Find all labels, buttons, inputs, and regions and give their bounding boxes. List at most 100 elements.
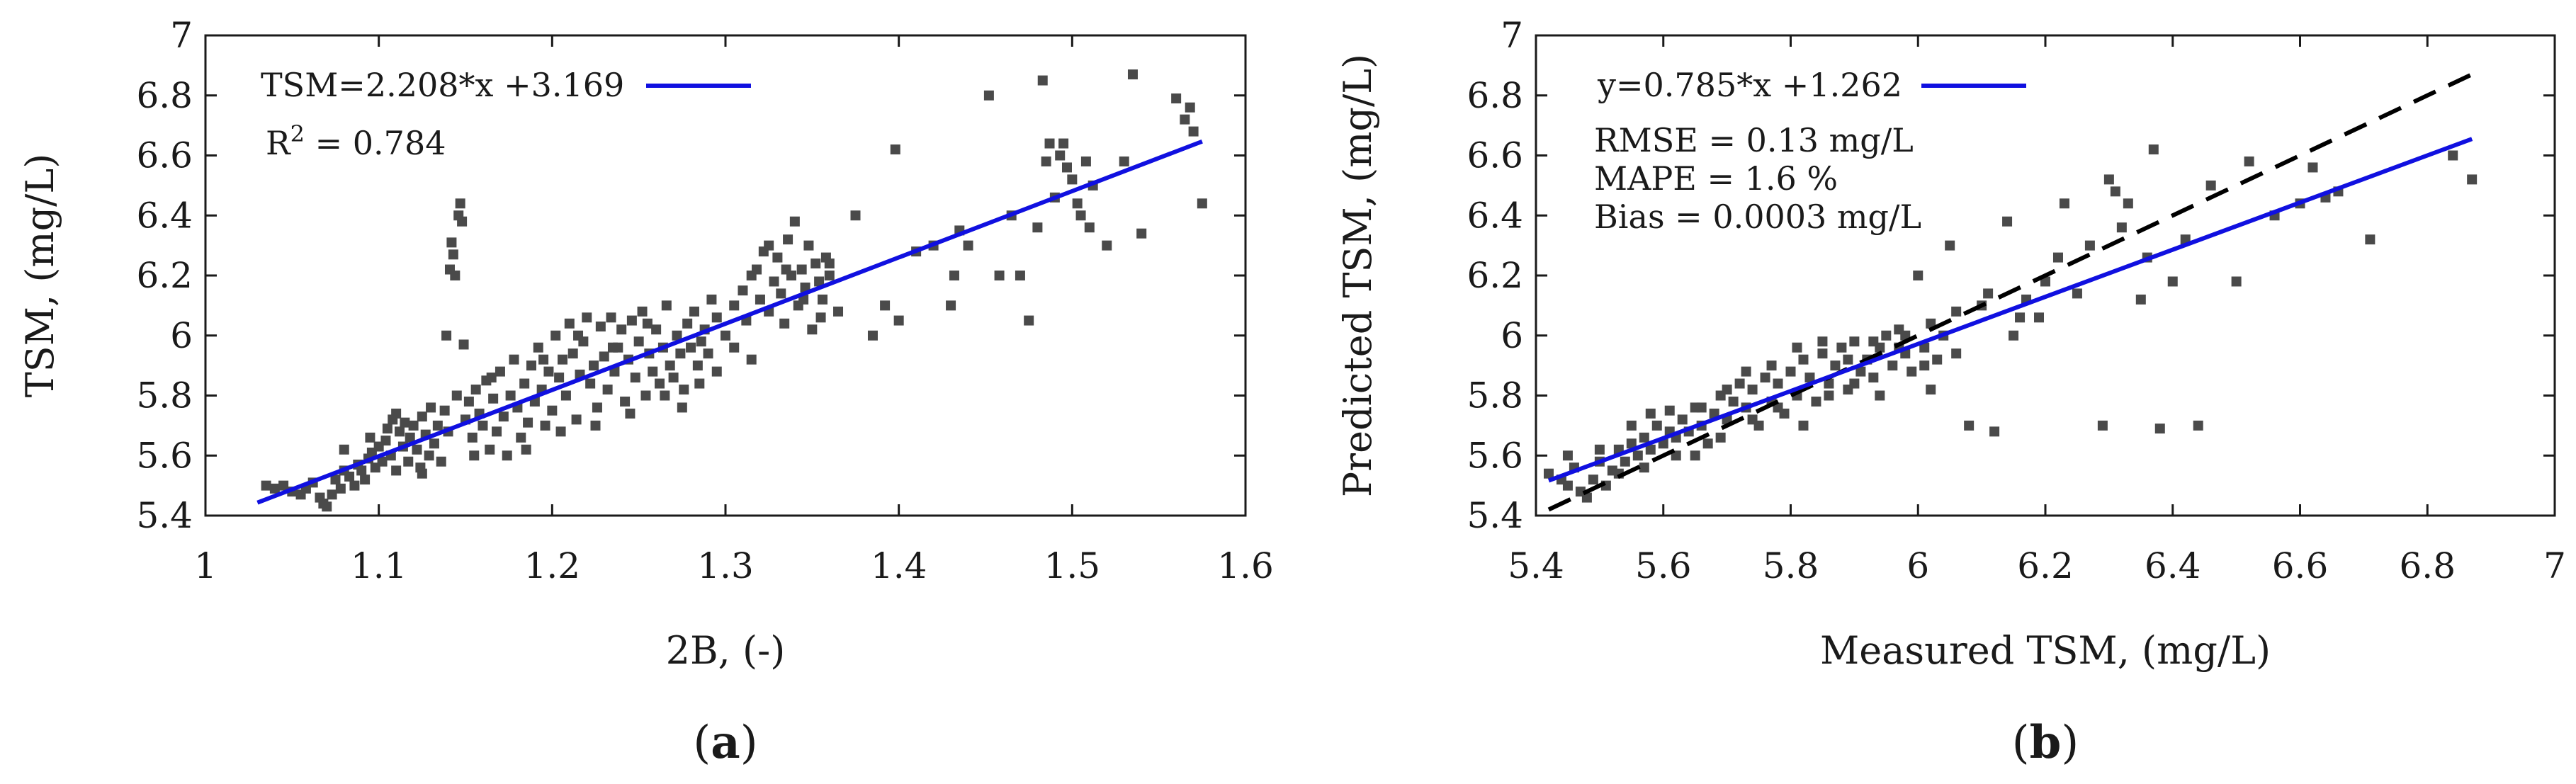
panel-a-y-axis-label: TSM, (mg/L) xyxy=(18,154,62,398)
panel-a-point xyxy=(448,249,458,260)
panel-b-y-ticks: 5.4 5.6 5.8 6 6.2 6.4 6.6 6.8 7 xyxy=(1467,15,2555,536)
panel-a-point xyxy=(655,378,665,389)
panel-a-point xyxy=(1136,228,1147,239)
panel-b-point xyxy=(1792,342,1802,353)
panel-b-point xyxy=(2148,144,2159,155)
panel-b-y-tick-label: 7 xyxy=(1501,15,1523,56)
panel-a-point xyxy=(630,373,640,383)
panel-a-x-tick-label: 1.2 xyxy=(524,545,581,586)
panel-a-point xyxy=(356,465,367,476)
panel-b-x-tick-label: 5.8 xyxy=(1763,545,1819,586)
panel-a-point xyxy=(1044,138,1055,149)
panel-a-point xyxy=(417,411,427,422)
panel-a-point xyxy=(810,259,821,269)
panel-b-point xyxy=(1543,468,1554,479)
panel-a-point xyxy=(330,475,341,485)
panel-a-point xyxy=(833,306,844,317)
panel-a-point xyxy=(994,271,1005,280)
panel-b-point xyxy=(2009,330,2019,341)
panel-a-point xyxy=(327,489,337,500)
panel-a-point xyxy=(686,342,696,353)
panel-a-point xyxy=(469,450,480,461)
panel-a-point xyxy=(533,342,543,353)
panel-a-point xyxy=(668,373,679,383)
panel-b-chart: 5.4 5.6 5.8 6 6.2 6.4 6.6 6.8 7 5.4 5.6 5.8 6 6.2 6.4… xyxy=(1335,15,2566,769)
panel-a-point xyxy=(426,402,436,413)
panel-a-point xyxy=(450,271,461,280)
panel-b-panel-label: (b) xyxy=(2012,716,2079,769)
panel-a-point xyxy=(783,234,793,245)
panel-a-point xyxy=(523,417,533,428)
panel-a-point xyxy=(405,432,415,443)
panel-b-point xyxy=(1760,373,1770,383)
panel-a-point xyxy=(721,330,730,341)
panel-a-point xyxy=(665,360,675,371)
panel-b-point xyxy=(2307,162,2318,173)
panel-b-point xyxy=(2193,420,2203,431)
panel-a-point xyxy=(391,465,402,476)
panel-b-x-tick-label: 5.6 xyxy=(1635,545,1692,586)
panel-a-point xyxy=(880,300,891,311)
panel-a-point xyxy=(457,216,468,227)
panel-a-point xyxy=(661,300,672,311)
panel-a-point xyxy=(789,216,800,227)
panel-a-point xyxy=(983,90,994,101)
panel-a-point xyxy=(1075,210,1086,221)
panel-a-point xyxy=(395,426,405,437)
panel-a-point xyxy=(626,315,637,326)
panel-b-point xyxy=(1868,373,1879,383)
panel-a-y-tick-label: 6.8 xyxy=(136,75,193,116)
panel-a-point xyxy=(824,271,835,280)
panel-a-point xyxy=(558,354,568,365)
panel-a-point xyxy=(555,426,566,437)
panel-a-point xyxy=(807,324,818,335)
panel-a-point xyxy=(633,336,644,347)
panel-b-point xyxy=(2231,276,2242,287)
panel-a-point xyxy=(803,240,814,251)
panel-b-point xyxy=(1747,385,1758,395)
panel-a-chart: 1 1.1 1.2 1.3 1.4 1.5 1.6 5.4 5.6 5.8 6 6.2 6.4 6.6 6… xyxy=(18,15,1274,769)
panel-b-y-tick-label: 5.8 xyxy=(1467,375,1523,416)
panel-a-plot-frame xyxy=(204,34,1247,517)
panel-a-point xyxy=(1024,315,1034,326)
panel-b-point xyxy=(1964,420,1975,431)
panel-b-point xyxy=(1773,378,1783,389)
panel-a-point xyxy=(1185,102,1195,113)
panel-b-point xyxy=(1741,366,1751,377)
panel-a-point xyxy=(436,456,446,467)
panel-a-y-tick-label: 5.6 xyxy=(136,435,193,476)
panel-b-point xyxy=(2365,234,2376,245)
panel-a-point xyxy=(850,210,861,221)
panel-b-point xyxy=(1747,414,1758,425)
panel-b-y-tick-label: 5.6 xyxy=(1467,435,1523,476)
panel-a-point xyxy=(772,252,783,263)
panel-a-point xyxy=(485,444,495,455)
panel-b-point xyxy=(1830,360,1841,371)
panel-a-point xyxy=(1067,174,1078,185)
panel-a-point xyxy=(560,390,571,401)
panel-a-point xyxy=(429,438,439,449)
panel-a-point xyxy=(403,456,414,467)
panel-a-point xyxy=(602,385,613,395)
panel-a-point xyxy=(599,351,609,362)
panel-a-point xyxy=(779,318,790,329)
panel-a-point xyxy=(488,393,499,404)
panel-b-point xyxy=(1664,405,1675,416)
panel-b-point xyxy=(2205,180,2216,191)
panel-a-point xyxy=(492,426,502,437)
panel-a-point xyxy=(620,396,631,407)
panel-b-point xyxy=(1817,336,1828,347)
panel-a-point xyxy=(498,411,509,422)
panel-b-point xyxy=(1951,348,1962,359)
panel-a-point xyxy=(550,330,561,341)
panel-a-point xyxy=(486,373,497,383)
panel-a-panel-label: (a) xyxy=(693,716,757,769)
panel-a-point xyxy=(711,312,722,323)
panel-b-point xyxy=(1620,456,1630,467)
panel-a-y-tick-label: 6.4 xyxy=(136,195,193,236)
panel-b-point xyxy=(1855,366,1866,377)
panel-b-point xyxy=(2002,216,2013,227)
panel-b-point xyxy=(2103,174,2114,185)
panel-a-point xyxy=(694,378,705,389)
